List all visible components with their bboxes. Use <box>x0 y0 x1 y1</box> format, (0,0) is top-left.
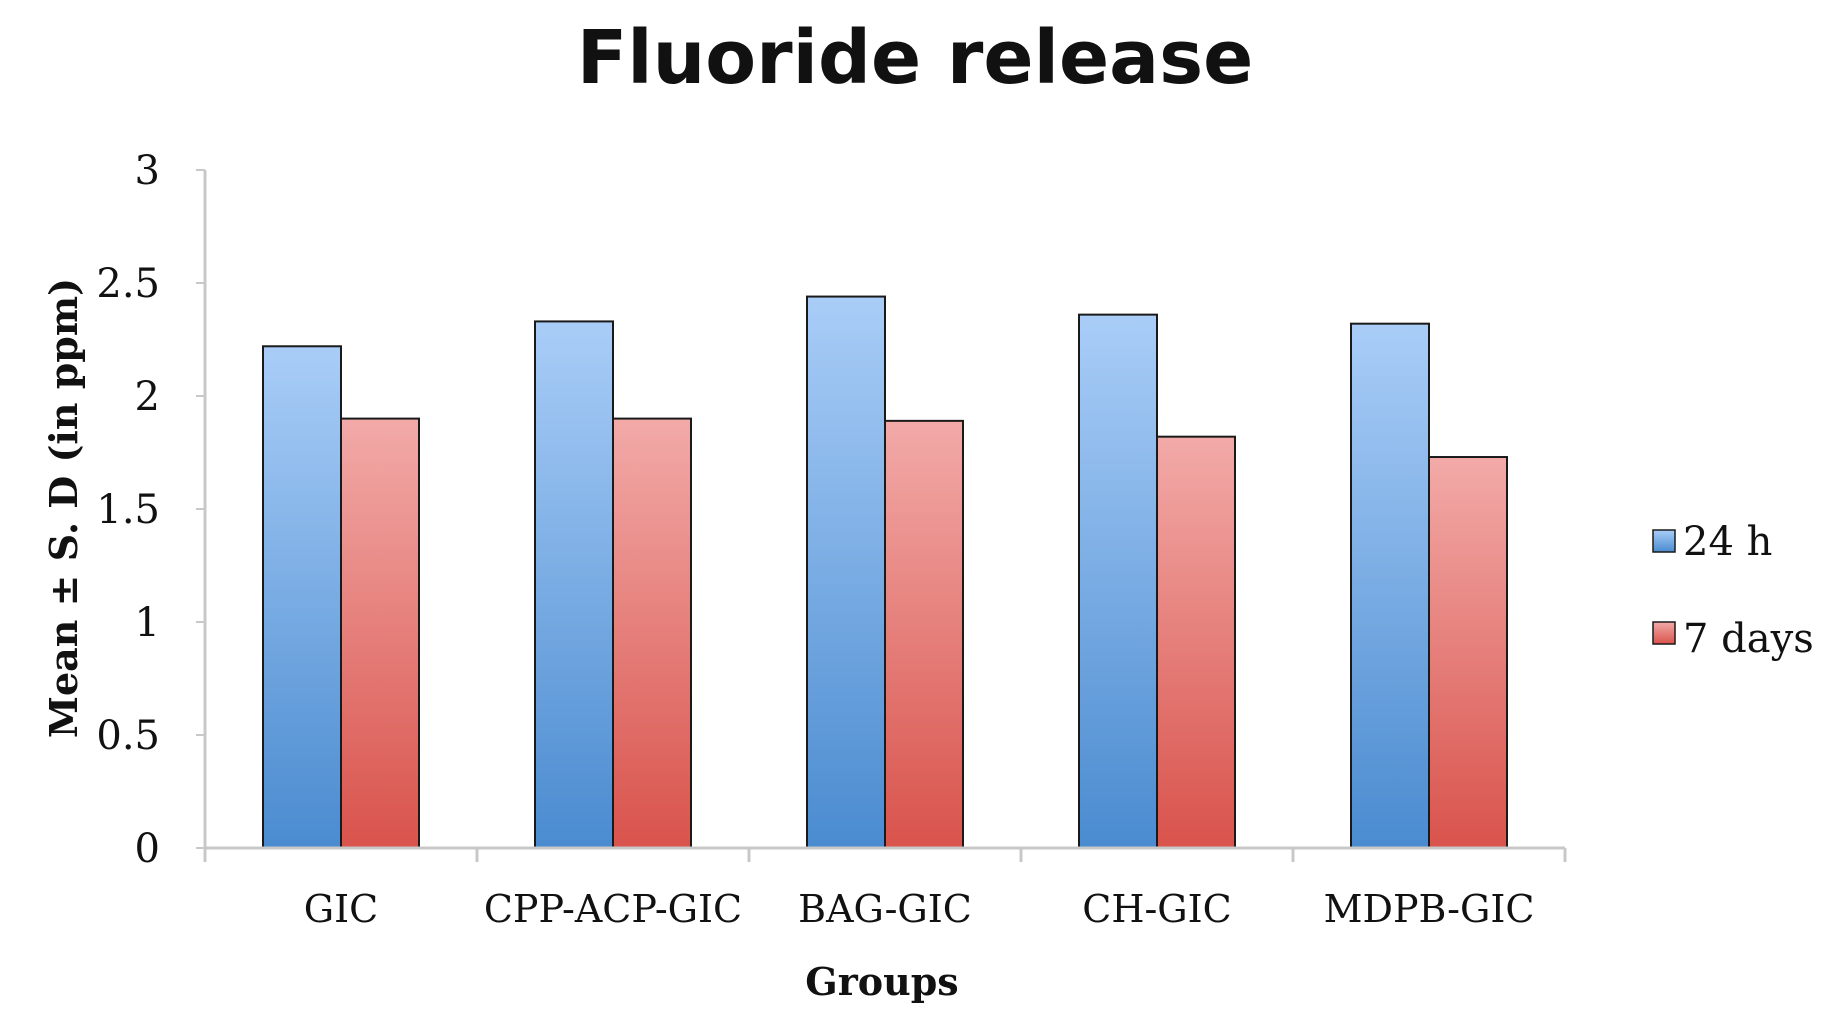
bar-24-h-gic <box>262 345 342 849</box>
x-axis-labels: GIC CPP-ACP-GIC BAG-GIC CH-GIC MDPB-GIC <box>304 887 1535 931</box>
y-tick-label: 2.5 <box>96 261 160 307</box>
bar-7-days-bag-gic <box>884 419 964 849</box>
legend-label-7-days: 7 days <box>1683 616 1814 662</box>
y-tick-label: 1.5 <box>96 487 160 533</box>
bar-7-days-mdpb-gic <box>1428 456 1508 849</box>
axes <box>203 170 1567 862</box>
x-tick-label-mdpb-gic: MDPB-GIC <box>1324 887 1535 931</box>
y-tick-label: 3 <box>135 148 160 194</box>
bar-24-h-mdpb-gic <box>1350 322 1430 849</box>
x-axis-title: Groups <box>805 959 958 1004</box>
x-tick-label-ch-gic: CH-GIC <box>1082 887 1232 931</box>
y-tick-label: 1 <box>135 600 160 646</box>
y-axis-title: Mean ± S. D (in ppm) <box>41 278 86 738</box>
legend-swatch-24h <box>1652 529 1676 553</box>
bar-24-h-ch-gic <box>1078 313 1158 849</box>
bar-24-h-cpp-acp-gic <box>534 320 614 850</box>
legend: 24 h 7 days <box>1652 519 1814 662</box>
bar-7-days-cpp-acp-gic <box>612 417 692 849</box>
bars <box>262 295 1508 850</box>
legend-swatch-7-days <box>1652 621 1676 645</box>
y-tick-label: 0.5 <box>96 713 160 759</box>
bar-7-days-gic <box>340 417 420 849</box>
legend-label-24h: 24 h <box>1683 519 1772 565</box>
x-tick-label-cpp-acp-gic: CPP-ACP-GIC <box>484 887 742 931</box>
bar-7-days-ch-gic <box>1156 435 1236 849</box>
bar-24-h-bag-gic <box>806 295 886 849</box>
y-axis-ticks: 0 0.5 1 1.5 2 2.5 3 <box>96 148 205 872</box>
chart-title: Fluoride release <box>577 15 1254 101</box>
x-tick-label-bag-gic: BAG-GIC <box>798 887 972 931</box>
y-tick-label: 2 <box>135 374 160 420</box>
x-tick-label-gic: GIC <box>304 887 378 931</box>
y-tick-label: 0 <box>135 826 160 872</box>
